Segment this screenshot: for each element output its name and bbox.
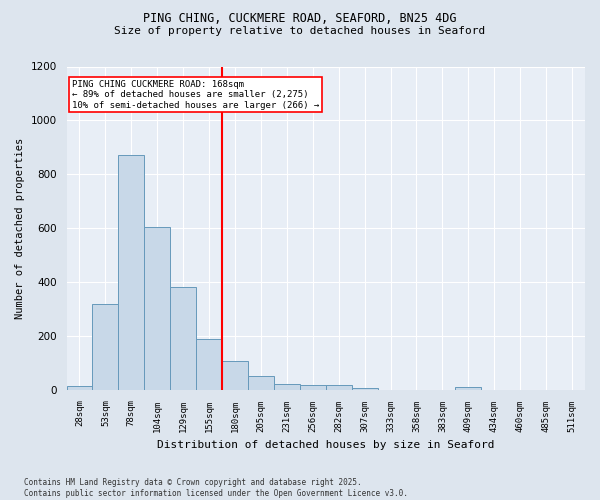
Bar	[455, 387, 481, 390]
Bar	[67, 386, 92, 390]
Bar	[144, 227, 170, 390]
Text: PING CHING, CUCKMERE ROAD, SEAFORD, BN25 4DG: PING CHING, CUCKMERE ROAD, SEAFORD, BN25…	[143, 12, 457, 26]
Text: Size of property relative to detached houses in Seaford: Size of property relative to detached ho…	[115, 26, 485, 36]
Text: Contains HM Land Registry data © Crown copyright and database right 2025.
Contai: Contains HM Land Registry data © Crown c…	[24, 478, 408, 498]
Bar	[170, 288, 196, 390]
Text: PING CHING CUCKMERE ROAD: 168sqm
← 89% of detached houses are smaller (2,275)
10: PING CHING CUCKMERE ROAD: 168sqm ← 89% o…	[72, 80, 319, 110]
X-axis label: Distribution of detached houses by size in Seaford: Distribution of detached houses by size …	[157, 440, 494, 450]
Bar	[196, 338, 222, 390]
Bar	[274, 384, 300, 390]
Bar	[92, 304, 118, 390]
Y-axis label: Number of detached properties: Number of detached properties	[15, 138, 25, 318]
Bar	[300, 385, 326, 390]
Bar	[352, 388, 377, 390]
Bar	[248, 376, 274, 390]
Bar	[118, 156, 144, 390]
Bar	[222, 362, 248, 390]
Bar	[326, 385, 352, 390]
